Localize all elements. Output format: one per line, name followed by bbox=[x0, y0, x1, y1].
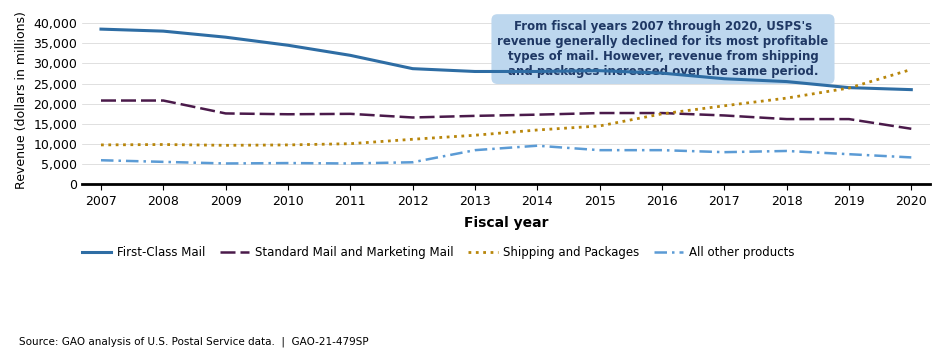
Text: From fiscal years 2007 through 2020, USPS's
revenue generally declined for its m: From fiscal years 2007 through 2020, USP… bbox=[497, 20, 828, 78]
Legend: First-Class Mail, Standard Mail and Marketing Mail, Shipping and Packages, All o: First-Class Mail, Standard Mail and Mark… bbox=[77, 241, 799, 264]
X-axis label: Fiscal year: Fiscal year bbox=[464, 216, 548, 230]
Y-axis label: Revenue (dollars in millions): Revenue (dollars in millions) bbox=[15, 11, 28, 189]
Text: Source: GAO analysis of U.S. Postal Service data.  |  GAO-21-479SP: Source: GAO analysis of U.S. Postal Serv… bbox=[19, 337, 368, 347]
